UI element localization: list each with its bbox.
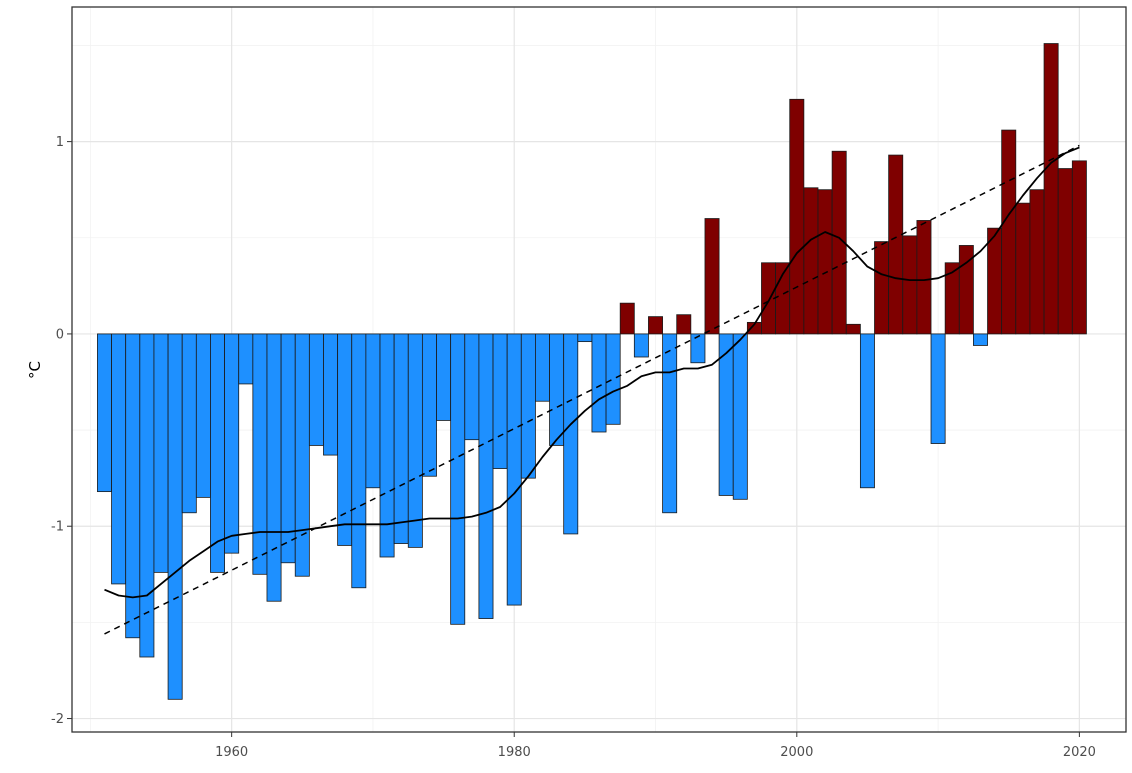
bar-1977 (464, 333, 480, 441)
bar-2013 (973, 333, 988, 346)
bar-2012 (958, 245, 974, 335)
bar-1996 (732, 333, 748, 500)
bar-1958 (195, 333, 211, 498)
y-tick-label: -2 (51, 712, 64, 727)
bar-1991 (662, 333, 678, 514)
bar-1955 (153, 333, 169, 573)
x-tick-label: 1960 (215, 745, 248, 760)
bar-2009 (916, 220, 932, 335)
bar-2007 (888, 154, 904, 335)
bar-1962 (252, 333, 268, 575)
bar-1965 (294, 333, 310, 577)
bar-2020 (1071, 160, 1087, 335)
y-tick-label: 1 (56, 135, 64, 150)
bar-2018 (1043, 43, 1059, 335)
bar-2005 (859, 333, 875, 489)
bar-2010 (930, 333, 946, 444)
x-tick-label: 2000 (780, 745, 813, 760)
bar-1961 (238, 333, 254, 385)
bar-1973 (407, 333, 423, 548)
bar-1966 (308, 333, 324, 446)
bar-1992 (676, 314, 692, 335)
bar-1978 (478, 333, 494, 619)
bar-1993 (690, 333, 706, 364)
bar-2003 (831, 150, 847, 335)
bar-1976 (450, 333, 466, 625)
bar-1956 (167, 333, 183, 700)
bar-1981 (520, 333, 536, 479)
bar-1985 (577, 333, 593, 343)
bar-2008 (902, 235, 918, 335)
bar-2002 (817, 189, 833, 335)
bar-1983 (549, 333, 565, 446)
bar-1967 (323, 333, 339, 456)
y-tick-label: 0 (56, 327, 64, 342)
bar-2006 (874, 241, 890, 335)
bar-1975 (436, 333, 452, 421)
axis-ticks: 1960 1980 2000 2020 -2 -1 0 1 (51, 135, 1096, 760)
bar-1988 (619, 302, 635, 335)
grid-lines (72, 7, 1126, 732)
bar-2001 (803, 187, 819, 335)
panel-border (71, 6, 1127, 733)
bar-2004 (845, 323, 861, 335)
bar-1951 (97, 333, 112, 493)
bar-2000 (789, 98, 805, 335)
bar-1979 (492, 333, 508, 469)
bar-2011 (944, 262, 960, 335)
smoothed-trend-line (104, 146, 1080, 599)
bar-2017 (1029, 189, 1045, 335)
y-axis-label: °C (26, 361, 44, 379)
bar-1980 (506, 333, 522, 606)
bar-1987 (605, 333, 621, 425)
bar-1953 (125, 333, 141, 639)
y-tick-label: -1 (51, 520, 64, 535)
linear-trend-line (104, 144, 1080, 635)
anomaly-bars (97, 43, 1087, 700)
bar-1964 (280, 333, 296, 564)
bar-1986 (591, 333, 607, 433)
bar-2014 (987, 227, 1003, 335)
bar-1984 (563, 333, 579, 535)
bar-1969 (351, 333, 367, 589)
bar-1960 (224, 333, 240, 554)
bar-1989 (633, 333, 649, 358)
bar-1970 (365, 333, 381, 489)
bar-2019 (1057, 168, 1073, 335)
bar-1959 (210, 333, 225, 573)
trend-lines (104, 144, 1080, 635)
bar-1974 (421, 333, 437, 477)
bar-1994 (704, 218, 720, 335)
bar-1990 (648, 316, 663, 335)
bar-1952 (111, 333, 127, 585)
bar-1972 (393, 333, 409, 544)
bar-2016 (1015, 202, 1031, 335)
x-tick-label: 1980 (498, 745, 531, 760)
x-tick-label: 2020 (1063, 745, 1096, 760)
bar-1957 (181, 333, 197, 514)
bar-1963 (266, 333, 282, 602)
bar-1954 (139, 333, 155, 658)
bar-2015 (1001, 129, 1017, 335)
bar-1982 (535, 333, 550, 402)
